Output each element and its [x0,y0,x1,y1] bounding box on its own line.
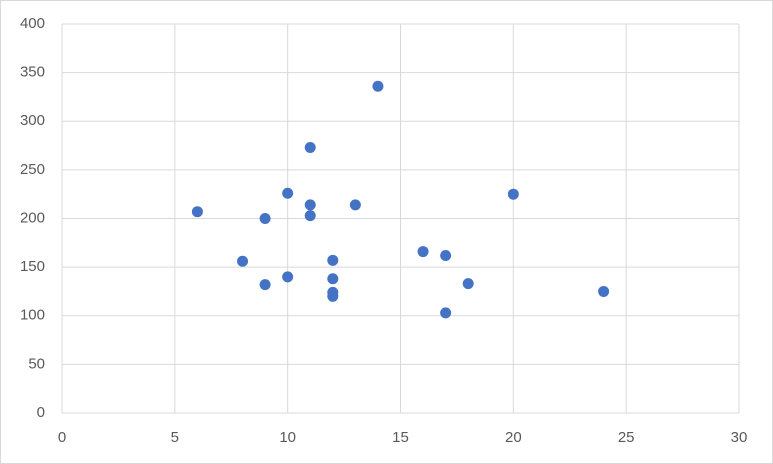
point [191,206,203,218]
y-tick-label: 150 [20,258,45,275]
x-tick-label: 5 [171,429,179,446]
x-tick-label: 0 [58,429,66,446]
point [259,279,271,291]
y-tick-label: 0 [37,404,45,421]
x-tick-label: 10 [279,429,296,446]
point [440,307,452,319]
point [304,199,316,211]
point [259,213,271,224]
x-tick-label: 25 [618,429,635,446]
x-tick-label: 30 [731,429,748,446]
point [462,278,474,290]
y-tick-label: 300 [20,112,45,129]
x-tick-label: 15 [392,429,409,446]
point [507,188,519,200]
point [304,210,316,222]
point [440,249,452,261]
point [349,199,361,211]
point [282,187,294,199]
y-tick-label: 200 [20,209,45,226]
y-tick-label: 350 [20,64,45,81]
point [598,285,610,297]
x-tick-label: 20 [505,429,522,446]
point [304,142,316,154]
point [237,255,249,267]
point [327,254,339,266]
y-tick-label: 100 [20,307,45,324]
y-tick-label: 400 [20,15,45,32]
point [372,80,384,92]
point [417,246,429,258]
point [327,273,339,285]
point [327,290,339,302]
point [282,271,294,283]
y-tick-label: 250 [20,161,45,178]
y-tick-label: 50 [28,355,45,372]
